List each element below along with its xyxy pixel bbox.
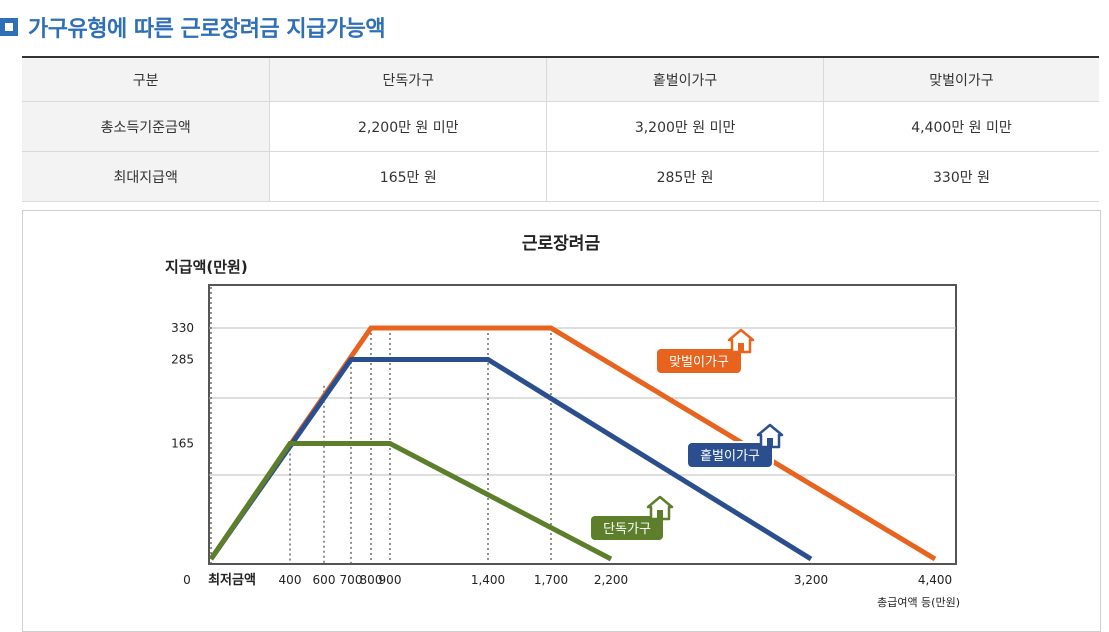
legend-badge-2: 단독가구 bbox=[589, 495, 674, 542]
table-row: 총소득기준금액 2,200만 원 미만 3,200만 원 미만 4,400만 원… bbox=[22, 101, 1099, 152]
legend-badge-box bbox=[589, 514, 665, 542]
column-header: 홑벌이가구 bbox=[546, 57, 824, 102]
x-tick-label: 4,400 bbox=[918, 573, 952, 587]
y-tick-label: 165 bbox=[171, 437, 194, 451]
page-title: 가구유형에 따른 근로장려금 지급가능액 bbox=[28, 17, 386, 42]
y-tick-labels: 165 285 330 bbox=[171, 321, 194, 451]
x-tick-min-label: 최저금액 bbox=[208, 573, 256, 588]
y-tick-label: 285 bbox=[171, 353, 194, 367]
table-cell: 285만 원 bbox=[546, 151, 824, 202]
legend-badge-box bbox=[686, 441, 774, 469]
table-cell: 4,400만 원 미만 bbox=[822, 101, 1099, 152]
eligibility-table: 구분 단독가구 홑벌이가구 맞벌이가구 총소득기준금액 2,200만 원 미만 … bbox=[22, 56, 1099, 202]
house-icon bbox=[756, 423, 784, 449]
x-tick-label: 3,200 bbox=[794, 573, 828, 587]
legend-label: 홑벌이가구 bbox=[700, 449, 760, 464]
origin-label: 0 bbox=[183, 573, 191, 587]
column-header: 맞벌이가구 bbox=[822, 57, 1099, 102]
table-cell: 330만 원 bbox=[822, 151, 1099, 202]
gridlines bbox=[209, 327, 956, 476]
y-axis-label: 지급액(만원) bbox=[165, 258, 248, 276]
x-tick-label: 900 bbox=[379, 573, 402, 587]
legend-label: 단독가구 bbox=[603, 522, 651, 537]
x-tick-label: 1,400 bbox=[471, 573, 505, 587]
row-header: 최대지급액 bbox=[22, 151, 270, 202]
y-tick-label: 330 bbox=[171, 321, 194, 335]
vertical-guide-lines bbox=[210, 287, 552, 564]
table-row: 최대지급액 165만 원 285만 원 330만 원 bbox=[22, 151, 1099, 202]
table-cell: 3,200만 원 미만 bbox=[546, 101, 824, 152]
heading-bullet-icon bbox=[0, 18, 18, 36]
x-tick-label: 800 bbox=[360, 573, 383, 587]
plot-area bbox=[208, 284, 957, 565]
row-header: 총소득기준금액 bbox=[22, 101, 270, 152]
x-tick-label: 400 bbox=[279, 573, 302, 587]
column-header: 구분 bbox=[22, 57, 270, 102]
legend-badge-1: 홑벌이가구 bbox=[686, 423, 784, 469]
series-line-2 bbox=[208, 441, 613, 562]
section-heading: 가구유형에 따른 근로장려금 지급가능액 bbox=[0, 12, 386, 42]
x-tick-label: 600 bbox=[313, 573, 336, 587]
x-tick-label: 2,200 bbox=[594, 573, 628, 587]
chart-panel: 근로장려금 지급액(만원) 165 285 330 400 600 700 800 900 1… bbox=[22, 210, 1101, 632]
table-cell: 2,200만 원 미만 bbox=[269, 101, 547, 152]
legend-badge-box bbox=[655, 347, 743, 375]
house-icon bbox=[646, 495, 674, 521]
legend-badge-0: 맞벌이가구 bbox=[655, 328, 755, 375]
house-icon bbox=[727, 328, 755, 354]
x-tick-label: 700 bbox=[340, 573, 363, 587]
table-cell: 165만 원 bbox=[269, 151, 547, 202]
chart-title: 근로장려금 bbox=[522, 234, 601, 254]
table-header-row: 구분 단독가구 홑벌이가구 맞벌이가구 bbox=[22, 57, 1099, 102]
x-tick-label: 1,700 bbox=[534, 573, 568, 587]
x-axis-label: 총급여액 등(만원) bbox=[877, 596, 960, 609]
column-header: 단독가구 bbox=[269, 57, 547, 102]
legend-label: 맞벌이가구 bbox=[669, 355, 729, 370]
